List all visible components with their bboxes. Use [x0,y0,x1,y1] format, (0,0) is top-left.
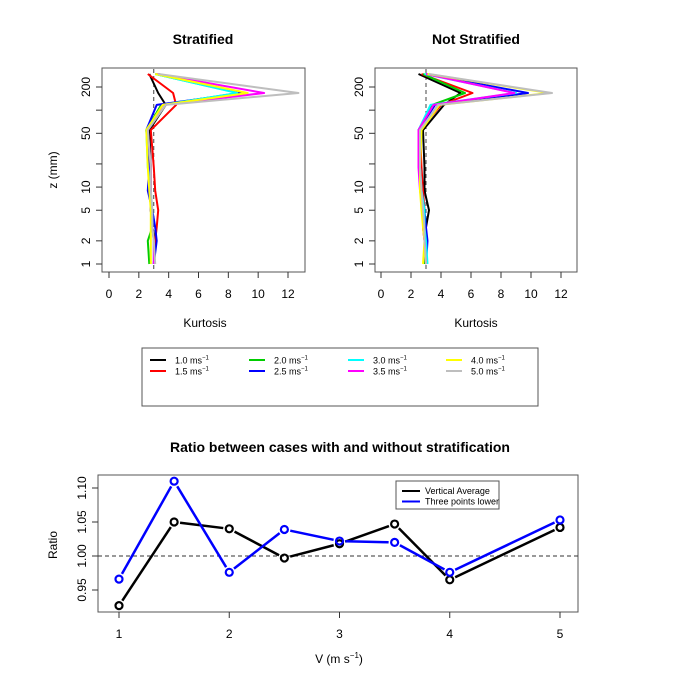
legend-label: 3.0 ms−1 [373,356,408,366]
series-segment-vertical-average [233,530,280,557]
x-tick-label: 2 [226,627,233,641]
x-tick-label: 4 [438,287,445,301]
legend-label: 5.0 ms−1 [471,367,506,377]
data-point-vertical-average [445,575,455,585]
plot-frame-stratified [101,67,306,273]
data-point-three-points-lower [169,476,179,486]
series-segment-three-points-lower [120,485,173,575]
y-tick-label: 1 [79,260,93,267]
legend-box [141,347,539,407]
x-tick-label: 10 [251,287,265,301]
series-segment-three-points-lower [399,544,446,571]
x-tick-label: 4 [165,287,172,301]
x-tick-label: 12 [554,287,568,301]
x-tick-label: 2 [135,287,142,301]
x-axis-label-not-stratified: Kurtosis [454,316,497,330]
data-point-vertical-average [224,524,234,534]
series-line-2_5-ms-1 [417,73,529,265]
series-segment-three-points-lower [345,539,389,544]
x-tick-label: 3 [336,627,343,641]
x-tick-label: 12 [281,287,295,301]
series-segment-vertical-average [121,526,172,602]
data-point-three-points-lower [445,567,455,577]
panel-not-stratified: Not Stratified Kurtosis 0 2 4 6 8 10 121251050… [352,31,578,330]
y-axis-label-ratio: Ratio [46,531,60,559]
x-tick-label: 8 [225,287,232,301]
y-tick-label: 2 [352,237,366,244]
data-point-three-points-lower [555,515,565,525]
series-line-5_0-ms-1 [146,73,300,265]
legend-label: Three points lower [425,497,499,507]
y-tick-label: 10 [352,180,366,194]
legend-label: 4.0 ms−1 [471,356,506,366]
y-tick-label: 2 [79,237,93,244]
x-tick-label: 0 [106,287,113,301]
panel-stratified: Stratified Kurtosis z (mm) 0 2 4 6 8 10 121251… [46,31,306,330]
x-axis-label-ratio: V (m s−1) [315,651,363,666]
x-tick-label: 8 [498,287,505,301]
x-tick-label: 2 [408,287,415,301]
plot-frame-not-stratified [374,67,578,273]
series-segment-three-points-lower [176,485,228,568]
series-segment-three-points-lower [454,521,556,571]
data-point-vertical-average [114,601,124,611]
legend-box-ratio [395,480,500,510]
chart-title-not-stratified: Not Stratified [432,31,520,47]
series-segment-three-points-lower [289,529,334,542]
y-tick-label: 10 [79,180,93,194]
panel-ratio: Ratio between cases with and without str… [46,439,579,666]
data-point-three-points-lower [279,524,289,535]
y-tick-label: 1.05 [75,510,89,534]
series-segment-vertical-average [397,527,447,577]
series-segment-vertical-average [344,524,390,543]
legend-label: 2.5 ms−1 [274,367,309,377]
legend-label: 3.5 ms−1 [373,367,408,377]
series-segment-vertical-average [289,544,335,558]
x-axis-label-stratified: Kurtosis [183,316,226,330]
y-tick-label: 5 [79,207,93,214]
y-tick-label: 50 [79,126,93,140]
x-tick-label: 6 [195,287,202,301]
y-axis-label-stratified: z (mm) [46,151,60,188]
data-point-vertical-average [555,522,565,533]
data-point-three-points-lower [390,537,400,548]
y-tick-label: 0.95 [75,578,89,602]
data-point-vertical-average [169,517,179,527]
x-tick-label: 4 [446,627,453,641]
plot-frame-ratio [97,474,579,613]
data-point-three-points-lower [224,567,234,577]
y-tick-label: 1.00 [75,544,89,568]
x-tick-label: 5 [557,627,564,641]
y-tick-label: 5 [352,207,366,214]
series-line-4_0-ms-1 [145,73,249,264]
series-segment-vertical-average [454,528,556,579]
data-point-three-points-lower [114,574,124,584]
x-tick-label: 10 [524,287,538,301]
data-point-vertical-average [390,519,400,529]
x-tick-label: 1 [116,627,123,641]
y-tick-label: 50 [352,126,366,140]
legend-label: 1.5 ms−1 [175,367,210,377]
legend-label: 2.0 ms−1 [274,356,309,366]
data-point-three-points-lower [334,536,345,546]
series-line-5_0-ms-1 [419,73,553,265]
y-tick-label: 1.10 [75,476,89,500]
x-tick-label: 6 [468,287,475,301]
legend-label: Vertical Average [425,486,490,496]
y-tick-label: 200 [352,77,366,97]
y-tick-label: 1 [352,260,366,267]
legend-wind-speeds: 1.0 ms−11.5 ms−1 2.0 ms−12.5 ms−1 3.0 ms−1… [141,347,539,407]
x-tick-label: 0 [378,287,385,301]
legend-label: 1.0 ms−1 [175,356,210,366]
y-tick-label: 200 [79,77,93,97]
series-segment-three-points-lower [233,532,281,570]
chart-title-ratio: Ratio between cases with and without str… [170,439,510,455]
data-point-vertical-average [279,553,289,563]
chart-title-stratified: Stratified [173,31,234,47]
